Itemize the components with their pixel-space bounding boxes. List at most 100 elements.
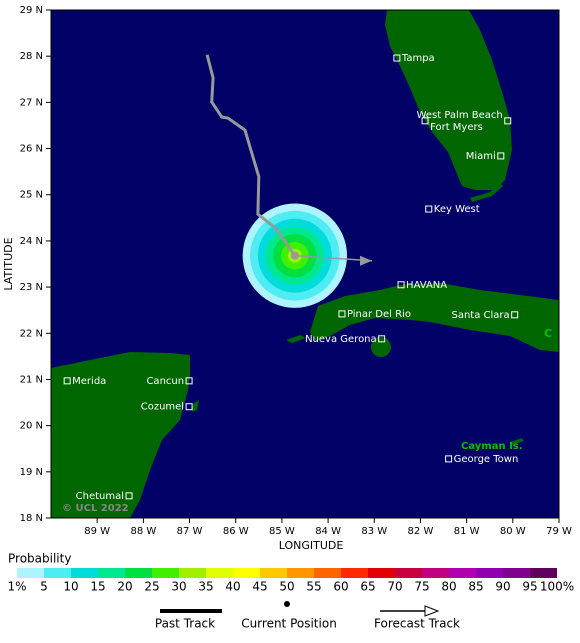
x-tick-label: 86 W bbox=[223, 526, 249, 537]
y-tick-label: 26 N bbox=[20, 144, 43, 155]
legend-title: Probability bbox=[8, 552, 71, 566]
watermark: © UCL 2022 bbox=[62, 503, 129, 514]
y-axis-label: LATITUDE bbox=[2, 237, 15, 290]
city-marker bbox=[504, 117, 512, 125]
map-frame bbox=[50, 9, 560, 519]
city-label: Santa Clara bbox=[451, 310, 509, 321]
legend-label: 75 bbox=[414, 580, 429, 594]
florida bbox=[385, 10, 512, 190]
x-tick-label: 88 W bbox=[130, 526, 156, 537]
y-tick-label: 27 N bbox=[20, 97, 43, 108]
city-label: Pinar Del Rio bbox=[347, 309, 411, 320]
legend-swatch bbox=[152, 568, 179, 578]
y-tick-label: 25 N bbox=[20, 190, 43, 201]
legend-key: Past Track bbox=[155, 617, 215, 631]
city-label: Cancun bbox=[146, 376, 184, 387]
legend-swatch bbox=[422, 568, 449, 578]
city-label: Tampa bbox=[401, 53, 435, 64]
city-label: Miami bbox=[466, 151, 496, 162]
city-marker bbox=[421, 117, 429, 125]
x-tick-label: 79 W bbox=[546, 526, 572, 537]
isle-of-youth bbox=[371, 337, 391, 357]
legend-swatch bbox=[341, 568, 368, 578]
land bbox=[51, 10, 559, 518]
legend-label: 35 bbox=[198, 580, 213, 594]
city-marker bbox=[125, 492, 133, 500]
legend-swatch bbox=[503, 568, 530, 578]
legend-label: 25 bbox=[144, 580, 159, 594]
city-label: Key West bbox=[434, 204, 480, 215]
cuba-islets bbox=[286, 335, 306, 343]
city-marker bbox=[393, 54, 401, 62]
legend-label: 60 bbox=[333, 580, 348, 594]
x-tick-label: 82 W bbox=[408, 526, 434, 537]
legend-swatch bbox=[233, 568, 260, 578]
current-position-key bbox=[284, 601, 290, 607]
forecast-arrowhead bbox=[359, 255, 372, 266]
legend-swatch bbox=[314, 568, 341, 578]
legend-swatch bbox=[449, 568, 476, 578]
legend-swatch bbox=[368, 568, 395, 578]
legend-swatch bbox=[260, 568, 287, 578]
legend-swatch bbox=[98, 568, 125, 578]
x-tick-label: 85 W bbox=[269, 526, 295, 537]
legend-label: 45 bbox=[252, 580, 267, 594]
forecast-track bbox=[294, 254, 373, 262]
cozumel-island bbox=[192, 400, 199, 412]
legend-label: 10 bbox=[63, 580, 78, 594]
city-label: West Palm Beach bbox=[417, 110, 503, 121]
legend-label: 65 bbox=[360, 580, 375, 594]
forecast-arrow-key bbox=[424, 605, 440, 617]
city-marker bbox=[378, 335, 386, 343]
cayman-islands bbox=[510, 438, 524, 445]
city-marker bbox=[185, 377, 193, 385]
cuba bbox=[310, 283, 559, 352]
legend-swatch bbox=[395, 568, 422, 578]
city-label: Chetumal bbox=[76, 491, 124, 502]
legend-label: 30 bbox=[171, 580, 186, 594]
legend-swatch bbox=[125, 568, 152, 578]
legend-label: 85 bbox=[468, 580, 483, 594]
x-tick-label: 84 W bbox=[315, 526, 341, 537]
x-axis-label: LONGITUDE bbox=[279, 539, 344, 552]
y-tick-label: 22 N bbox=[20, 328, 43, 339]
legend-swatch bbox=[179, 568, 206, 578]
legend-label: 55 bbox=[306, 580, 321, 594]
x-tick-label: 83 W bbox=[361, 526, 387, 537]
legend-label: 70 bbox=[387, 580, 402, 594]
legend-swatch bbox=[44, 568, 71, 578]
legend-swatch bbox=[206, 568, 233, 578]
legend-label: 5 bbox=[40, 580, 48, 594]
legend-label: 40 bbox=[225, 580, 240, 594]
y-tick-label: 18 N bbox=[20, 513, 43, 524]
y-tick-label: 20 N bbox=[20, 421, 43, 432]
y-tick-label: 19 N bbox=[20, 467, 43, 478]
yucatan bbox=[51, 352, 190, 518]
legend-label: 50 bbox=[279, 580, 294, 594]
city-label: George Town bbox=[454, 454, 519, 465]
city-marker bbox=[63, 377, 71, 385]
city-marker bbox=[185, 403, 193, 411]
legend-key: Current Position bbox=[241, 617, 337, 631]
x-tick-label: 87 W bbox=[177, 526, 203, 537]
legend-label: 1% bbox=[7, 580, 26, 594]
city-label: Cozumel bbox=[141, 402, 184, 413]
city-label: Fort Myers bbox=[430, 122, 483, 133]
city-marker bbox=[497, 152, 505, 160]
region-label: Cayman Is. bbox=[461, 441, 523, 452]
legend-swatch bbox=[17, 568, 44, 578]
legend-swatch bbox=[287, 568, 314, 578]
city-marker bbox=[445, 455, 453, 463]
legend-label: 20 bbox=[117, 580, 132, 594]
legend-label: 80 bbox=[441, 580, 456, 594]
x-tick-label: 89 W bbox=[84, 526, 110, 537]
city-label: HAVANA bbox=[406, 280, 447, 291]
x-tick-label: 81 W bbox=[454, 526, 480, 537]
legend-label: 100% bbox=[540, 580, 574, 594]
legend-swatch bbox=[71, 568, 98, 578]
past-track bbox=[205, 54, 297, 257]
y-tick-label: 29 N bbox=[20, 5, 43, 16]
y-tick-label: 28 N bbox=[20, 51, 43, 62]
